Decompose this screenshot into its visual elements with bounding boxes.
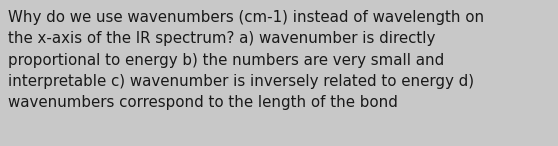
Text: Why do we use wavenumbers (cm-1) instead of wavelength on
the x-axis of the IR s: Why do we use wavenumbers (cm-1) instead… [8, 10, 484, 110]
